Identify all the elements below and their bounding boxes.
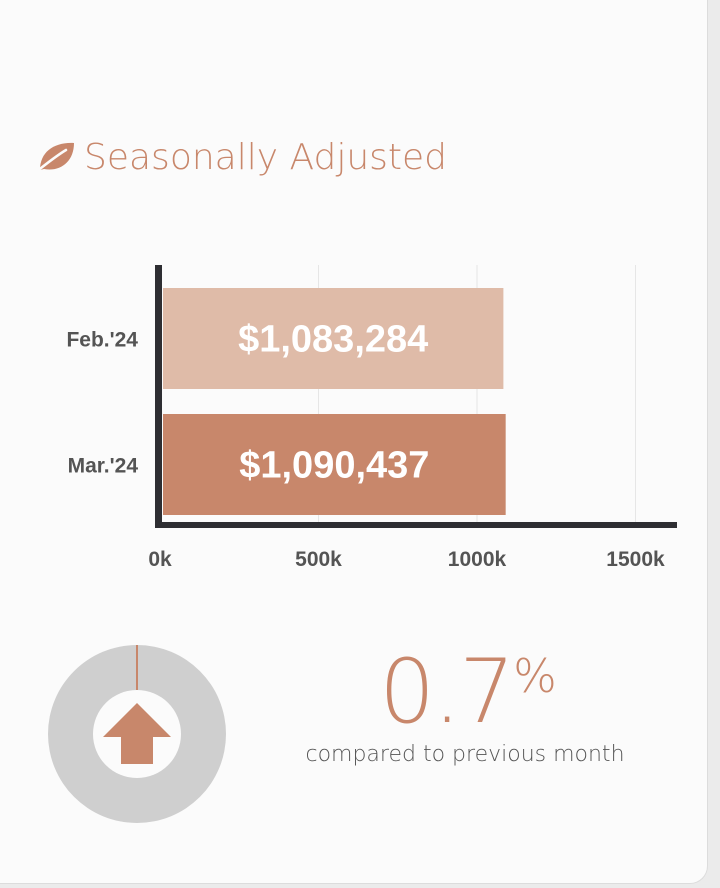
up-arrow-icon xyxy=(103,703,171,764)
header: Seasonally Adjusted xyxy=(34,132,447,182)
category-label-0: Feb.'24 xyxy=(66,329,138,352)
change-donut xyxy=(48,645,226,823)
x-axis-line xyxy=(155,522,677,528)
category-label-1: Mar.'24 xyxy=(68,455,139,478)
donut-marker xyxy=(136,645,138,690)
change-unit: % xyxy=(513,649,557,703)
x-tick-label-1: 500k xyxy=(295,548,342,571)
x-tick-label-2: 1000k xyxy=(448,548,507,571)
bar-data-label-1: $1,090,437 xyxy=(239,445,429,487)
y-axis-line xyxy=(155,265,162,526)
card: Seasonally Adjusted $1,083,284 Feb.'24 $1,… xyxy=(0,0,708,884)
change-caption: compared to previous month xyxy=(305,742,625,767)
leaf-icon xyxy=(34,142,74,174)
donut-hole xyxy=(93,690,181,778)
change-percent: 0.7% xyxy=(300,640,636,743)
change-value: 0.7 xyxy=(379,640,515,743)
bar-data-label-0: $1,083,284 xyxy=(238,319,428,361)
x-tick-label-0: 0k xyxy=(148,548,172,571)
bar-chart: $1,083,284 Feb.'24 $1,090,437 Mar.'24 0k 500k… xyxy=(66,265,677,571)
bar-0 xyxy=(163,288,504,389)
bar-1 xyxy=(163,414,506,515)
x-tick-label-3: 1500k xyxy=(606,548,665,571)
donut-ring xyxy=(48,645,226,823)
chart-title: Seasonally Adjusted xyxy=(84,136,448,178)
